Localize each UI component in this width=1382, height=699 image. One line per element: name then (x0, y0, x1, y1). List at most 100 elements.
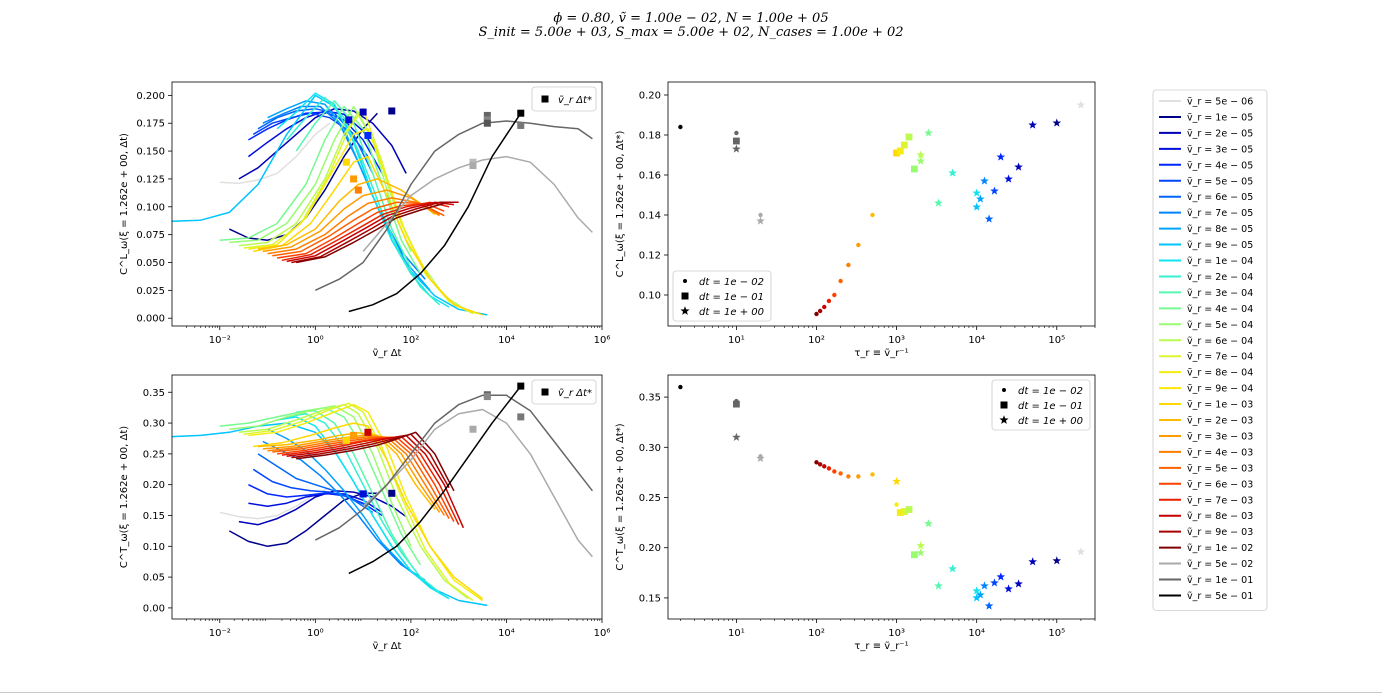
scatter-star (980, 581, 989, 590)
series-line (314, 120, 593, 291)
series-line (219, 487, 330, 520)
x-tick-label: 10⁴ (968, 335, 985, 346)
series-line (253, 155, 483, 316)
series-legend-label: ṽ_r = 1e − 05 (1187, 112, 1253, 123)
series-line (281, 435, 460, 526)
y-tick-label: 0.10 (639, 291, 661, 302)
series-line (243, 107, 474, 315)
panel-legend: dt = 1e − 02 dt = 1e − 01 dt = 1e + 00 (991, 379, 1091, 431)
scatter-star (984, 214, 994, 223)
x-tick-label: 10³ (888, 628, 905, 639)
x-tick-label: 10³ (888, 335, 905, 346)
scatter-square (342, 158, 350, 166)
series-legend-label: ṽ_r = 9e − 05 (1187, 240, 1253, 251)
series-legend-label: ṽ_r = 5e − 06 (1187, 97, 1253, 108)
x-tick-label: 10² (808, 335, 825, 346)
scatter-star (916, 150, 925, 159)
x-tick-label: 10¹ (728, 335, 745, 346)
scatter-point (683, 279, 687, 283)
series-line (229, 105, 412, 252)
series-line (219, 105, 422, 274)
scatter-star (1004, 174, 1013, 183)
x-tick-label: 10² (808, 628, 825, 639)
series-legend-label: ṽ_r = 5e − 05 (1187, 176, 1253, 187)
panel-tl: C^L_ω(ξ = 1.262e + 00, Δt) ṽ_r Δt 0.000 0.0… (119, 81, 610, 359)
y-tick-label: 0.100 (136, 202, 165, 213)
y-tick-label: 0.05 (143, 573, 165, 584)
scatter-star (680, 306, 690, 315)
axes-frame (171, 81, 603, 327)
scatter-square (483, 111, 491, 119)
y-tick-label: 0.20 (143, 480, 165, 491)
scatter-star (980, 176, 989, 185)
y-tick-label: 0.35 (143, 388, 165, 399)
scatter-square (900, 141, 908, 149)
legend-box (991, 379, 1091, 431)
y-tick-label: 0.20 (639, 543, 661, 554)
y-tick-label: 0.00 (143, 603, 165, 614)
series-legend-label: ṽ_r = 1e − 04 (1187, 256, 1253, 267)
series-line (314, 394, 593, 541)
panel-br: C^T_ω(ξ = 1.262e + 00, Δt*) τ_r ≡ ṽ_r⁻¹ 0.… (615, 374, 1096, 652)
series-line (238, 403, 469, 600)
scatter-square (483, 393, 491, 401)
series-line (296, 202, 445, 264)
scatter-square (732, 400, 740, 408)
scatter-square (350, 431, 358, 439)
scatter-point (1002, 388, 1006, 392)
scatter-star (732, 144, 741, 153)
scatter-point (822, 464, 827, 469)
series-legend-label: ṽ_r = 6e − 03 (1187, 479, 1253, 490)
series-line (228, 492, 378, 548)
series-legend-label: ṽ_r = 5e − 03 (1187, 463, 1253, 474)
series-legend-label: ṽ_r = 6e − 05 (1187, 192, 1253, 203)
axes-frame (667, 374, 1096, 620)
series-legend-label: ṽ_r = 4e − 04 (1187, 304, 1253, 315)
scatter-star (1004, 584, 1013, 593)
scatter-square (359, 490, 367, 498)
scatter-star (1014, 579, 1023, 588)
scatter-star (756, 453, 765, 462)
y-tick-label: 0.25 (639, 493, 661, 504)
series-line (362, 155, 593, 252)
scatter-star (996, 572, 1006, 581)
scatter-square (483, 119, 491, 127)
scatter-square (469, 425, 477, 433)
y-tick-label: 0.30 (639, 443, 661, 454)
series-line (291, 433, 450, 489)
scatter-star (1028, 557, 1037, 566)
scatter-star (732, 432, 741, 441)
legend-box (531, 379, 597, 405)
axes-frame (667, 81, 1096, 327)
scatter-square (893, 149, 900, 157)
series-line (348, 112, 522, 313)
scatter-star (934, 581, 943, 590)
series-line (248, 493, 383, 514)
scatter-point (817, 308, 823, 314)
y-tick-label: 0.15 (639, 593, 661, 604)
series-line (286, 434, 465, 529)
x-tick-label: 10⁴ (498, 628, 515, 639)
series-line (238, 111, 469, 313)
scatter-star (984, 601, 994, 610)
legend-label: ṽ_r Δt* (558, 95, 592, 106)
series-line (267, 428, 431, 587)
legend-box (531, 86, 597, 112)
scatter-star (972, 188, 981, 197)
x-axis-label: ṽ_r Δt (373, 348, 402, 359)
scatter-point (814, 311, 819, 317)
series-line (257, 432, 436, 510)
scatter-star (924, 519, 933, 528)
series-legend-label: ṽ_r = 8e − 05 (1187, 224, 1253, 235)
scatter-star (756, 216, 765, 225)
scatter-square (910, 165, 918, 173)
legend-box (672, 270, 772, 322)
scatter-square (900, 508, 908, 515)
series-legend-label: ṽ_r = 9e − 03 (1187, 527, 1253, 538)
y-axis-label: C^T_ω(ξ = 1.262e + 00, Δt) (119, 426, 130, 568)
scatter-point (856, 474, 861, 479)
series-legend-label: ṽ_r = 5e − 04 (1187, 320, 1253, 331)
series-line (276, 416, 450, 600)
